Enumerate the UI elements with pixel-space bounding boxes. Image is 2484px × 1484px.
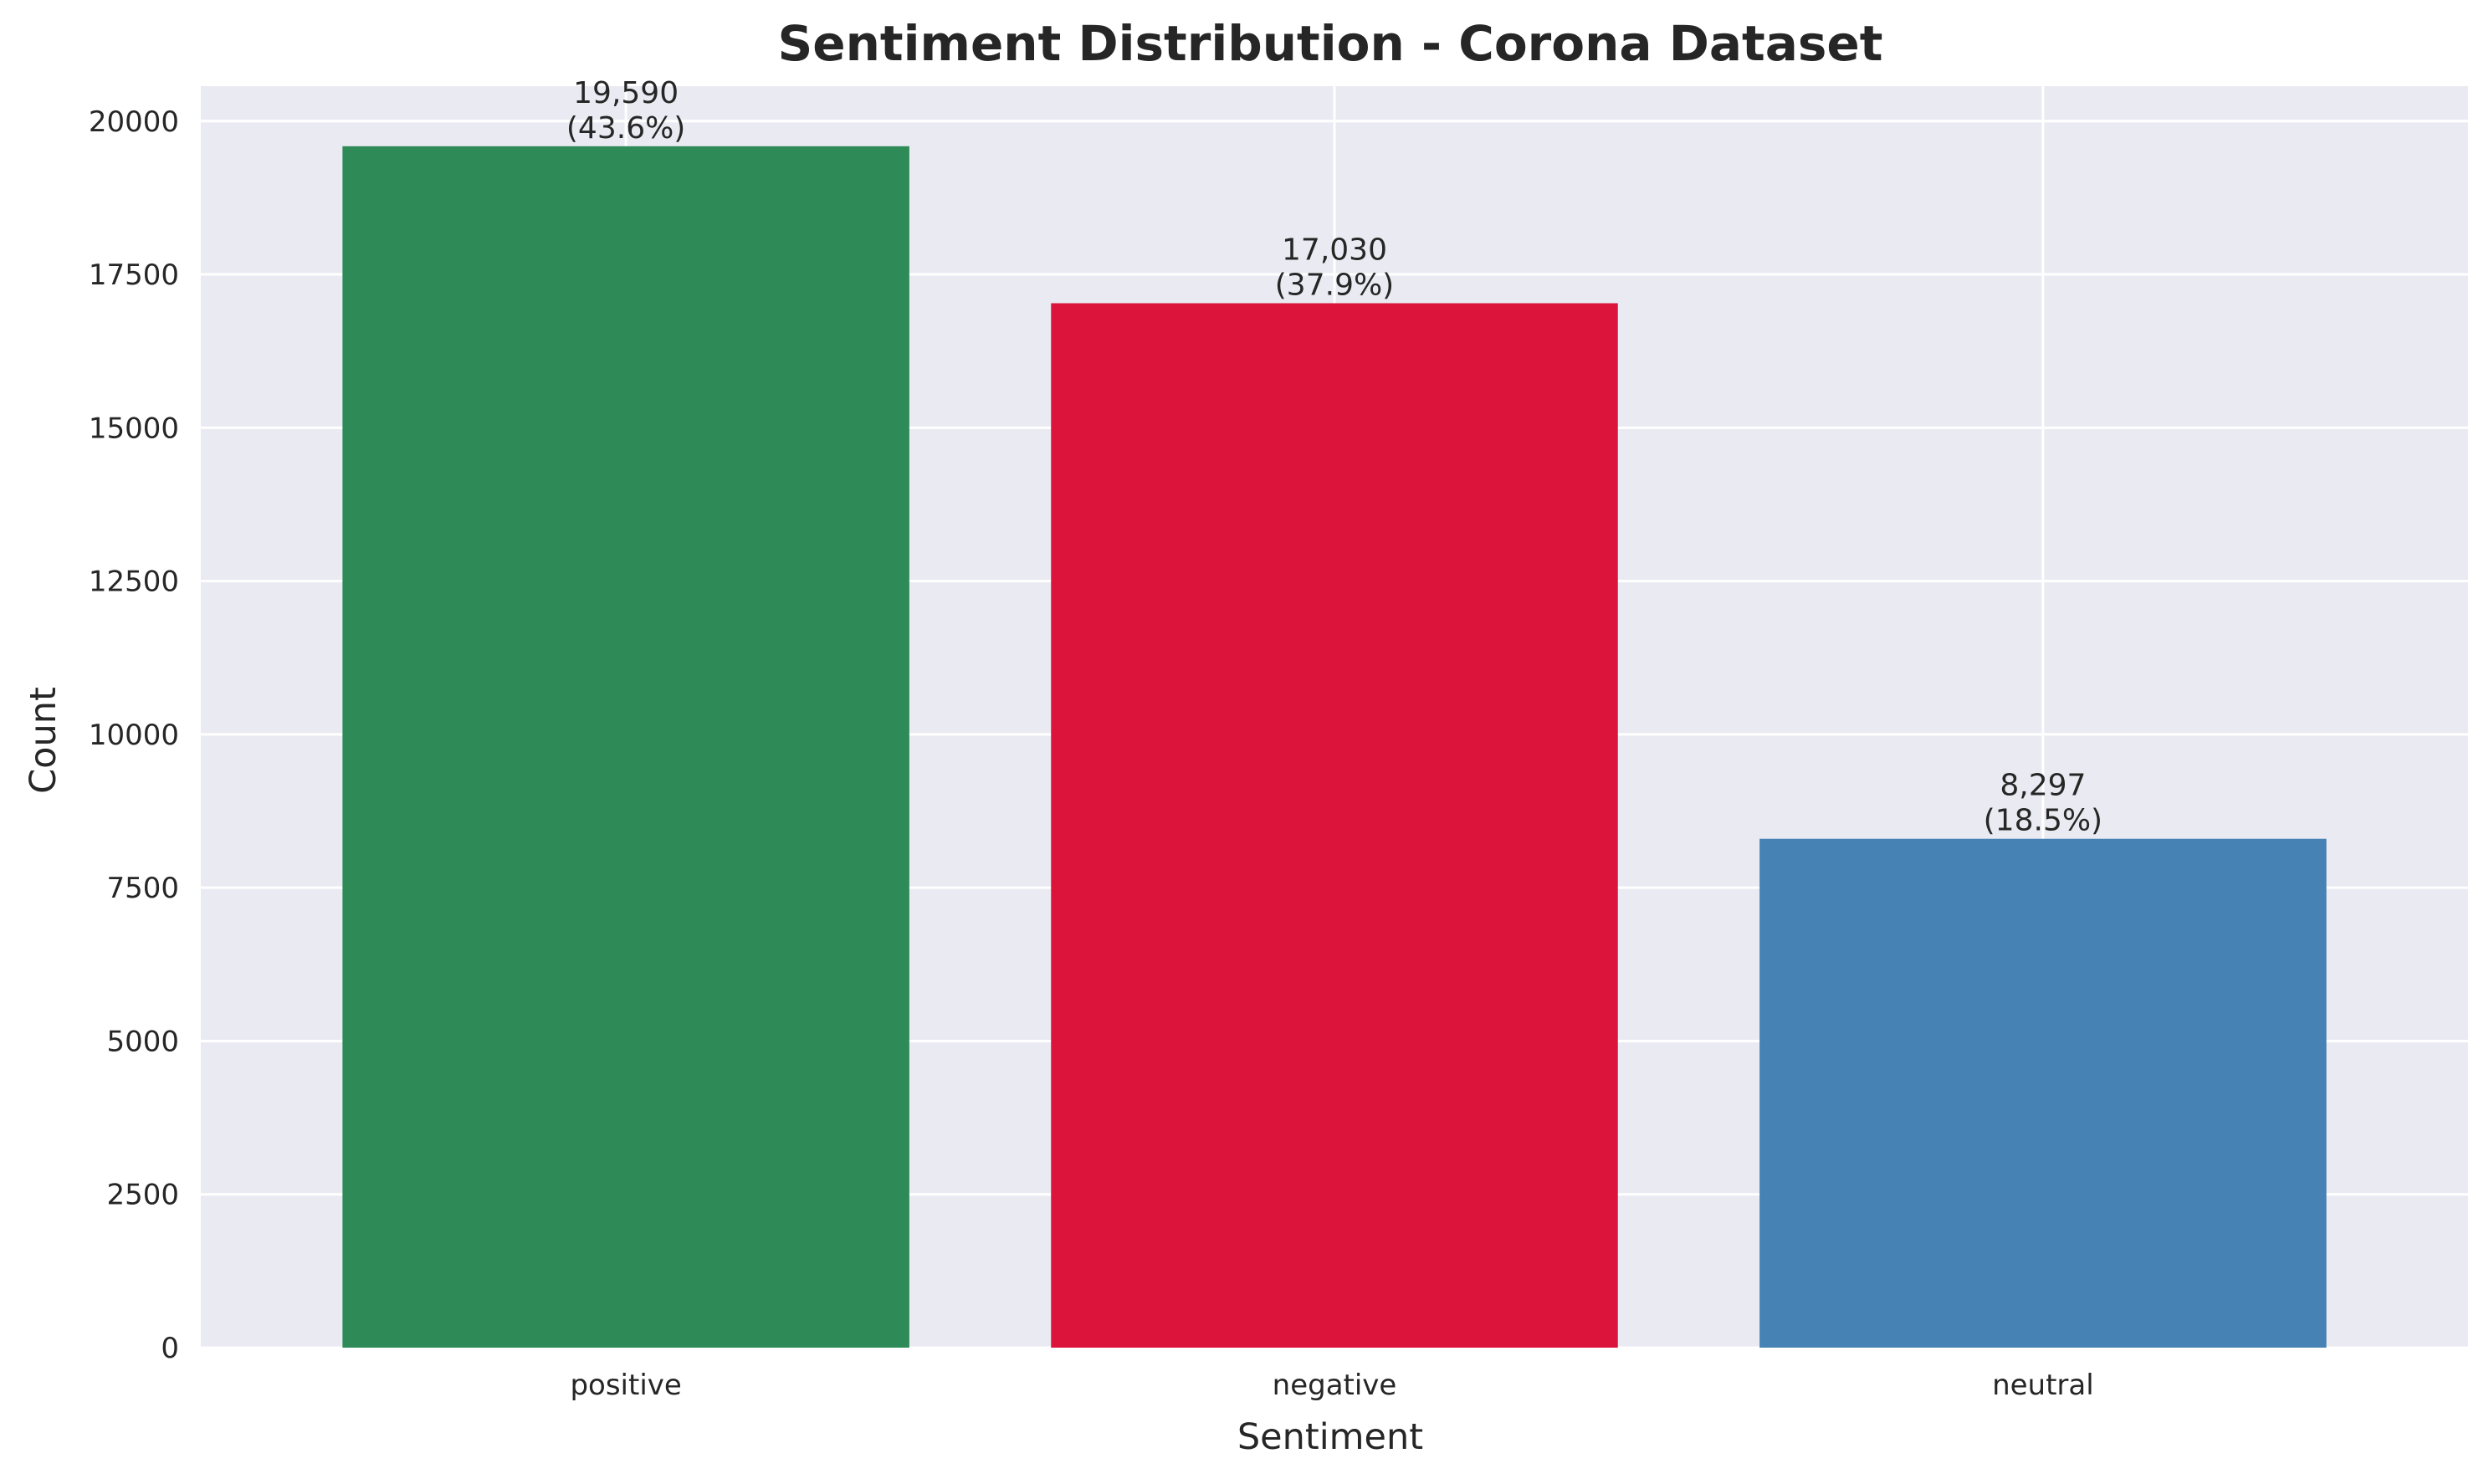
data-label-percent-positive: (43.6%)	[566, 111, 685, 146]
data-label-count-negative: 17,030	[1282, 233, 1387, 267]
bar-neutral	[1759, 838, 2327, 1348]
y-tick-label: 15000	[89, 412, 179, 445]
chart-title: Sentiment Distribution - Corona Dataset	[778, 15, 1883, 72]
bar-negative	[1051, 303, 1618, 1348]
data-label-count-neutral: 8,297	[2000, 769, 2086, 803]
y-tick-label: 20000	[89, 105, 179, 139]
y-tick-label: 0	[161, 1332, 179, 1365]
x-tick-label-neutral: neutral	[1992, 1369, 2094, 1402]
y-axis-label: Count	[23, 687, 64, 794]
y-tick-label: 17500	[89, 258, 179, 292]
y-tick-label: 12500	[89, 565, 179, 599]
bar-positive	[342, 146, 909, 1348]
x-tick-label-positive: positive	[570, 1369, 681, 1402]
data-label-count-positive: 19,590	[573, 76, 679, 110]
y-tick-label: 5000	[106, 1025, 179, 1058]
data-label-percent-negative: (37.9%)	[1275, 268, 1394, 302]
x-axis-label: Sentiment	[1237, 1416, 1423, 1458]
x-tick-label-negative: negative	[1273, 1369, 1397, 1402]
data-label-percent-neutral: (18.5%)	[1984, 804, 2102, 838]
y-tick-label: 10000	[89, 719, 179, 752]
y-tick-label: 7500	[106, 872, 179, 905]
y-tick-label: 2500	[106, 1179, 179, 1212]
